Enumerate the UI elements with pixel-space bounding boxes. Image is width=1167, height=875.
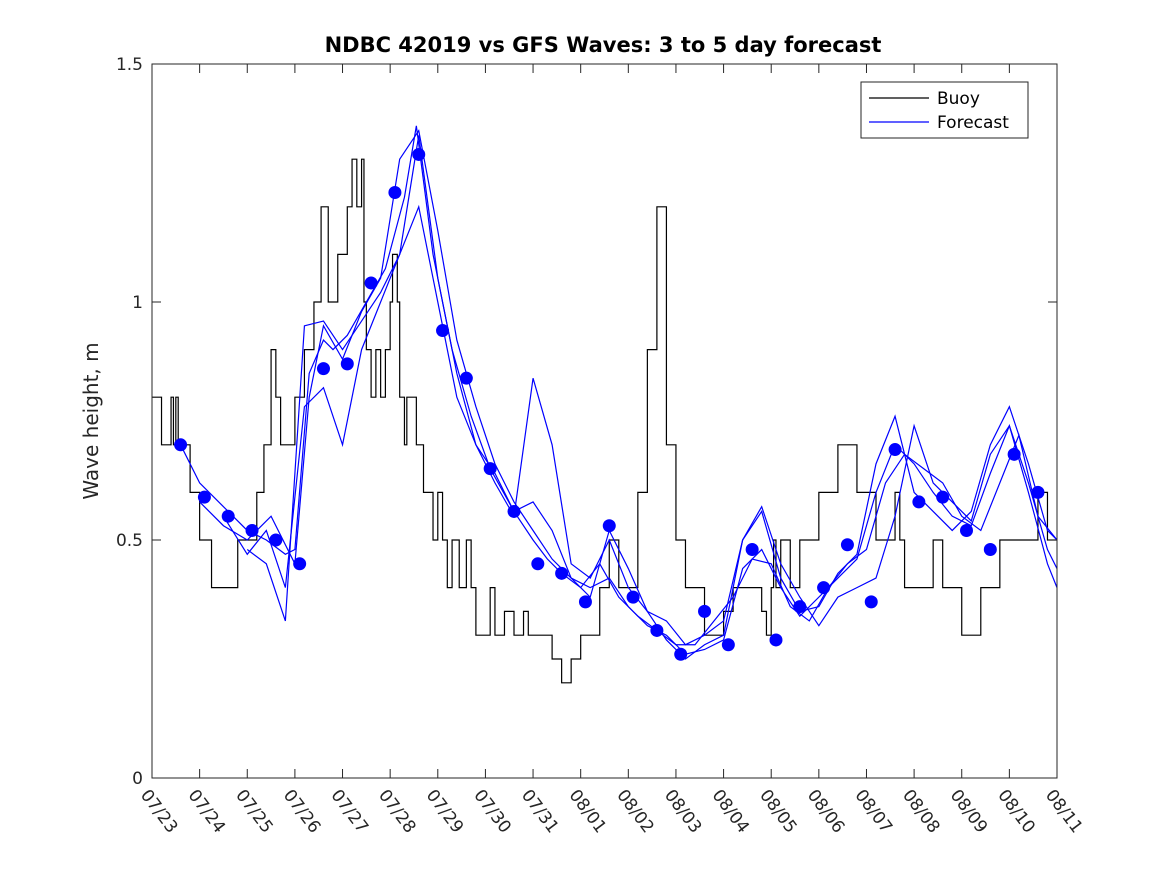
forecast-point bbox=[507, 504, 521, 518]
legend-box bbox=[860, 81, 1029, 139]
forecast-point bbox=[555, 566, 569, 580]
forecast-point bbox=[650, 623, 664, 637]
legend-label-buoy: Buoy bbox=[937, 89, 980, 109]
forecast-point bbox=[483, 462, 497, 476]
forecast-point bbox=[197, 490, 211, 504]
forecast-point bbox=[388, 186, 402, 200]
forecast-point bbox=[221, 509, 235, 523]
plot-clipped-group bbox=[152, 125, 1057, 684]
forecast-point bbox=[983, 543, 997, 557]
forecast-point bbox=[793, 600, 807, 614]
forecast-point bbox=[293, 557, 307, 571]
forecast-point bbox=[960, 523, 973, 537]
forecast-point bbox=[936, 490, 950, 504]
forecast-point bbox=[626, 590, 640, 604]
forecast-point bbox=[698, 604, 712, 618]
legend-label-forecast: Forecast bbox=[937, 113, 1009, 133]
forecast-point bbox=[912, 495, 926, 509]
forecast-point bbox=[578, 595, 592, 609]
y-tick-label: 1 bbox=[132, 293, 143, 313]
forecast-point bbox=[245, 523, 259, 537]
forecast-point bbox=[769, 633, 783, 647]
forecast-point bbox=[436, 324, 450, 338]
forecast-point bbox=[412, 147, 426, 161]
forecast-point bbox=[602, 519, 616, 533]
forecast-point bbox=[674, 647, 688, 661]
chart-title: NDBC 42019 vs GFS Waves: 3 to 5 day fore… bbox=[325, 33, 882, 57]
forecast-point bbox=[340, 357, 354, 371]
forecast-point bbox=[864, 595, 878, 609]
y-tick-label: 0 bbox=[132, 769, 143, 789]
forecast-point bbox=[745, 543, 759, 557]
forecast-point bbox=[1007, 447, 1021, 461]
forecast-point bbox=[721, 638, 735, 652]
forecast-point bbox=[459, 371, 473, 385]
forecast-point bbox=[888, 443, 902, 457]
legend: Buoy Forecast bbox=[860, 81, 1029, 139]
forecast-point bbox=[840, 538, 854, 552]
plot-area bbox=[152, 125, 1057, 684]
forecast-point bbox=[316, 362, 330, 376]
forecast-point bbox=[817, 581, 831, 595]
buoy-series-line bbox=[152, 158, 1057, 684]
y-axis-label: Wave height, m bbox=[79, 342, 103, 499]
forecast-point bbox=[364, 276, 378, 290]
forecast-point bbox=[1031, 485, 1045, 499]
y-tick-label: 1.5 bbox=[116, 55, 143, 75]
axes-box bbox=[151, 63, 1058, 779]
forecast-point bbox=[531, 557, 545, 571]
forecast-point bbox=[174, 438, 188, 452]
forecast-point bbox=[269, 533, 283, 547]
y-tick-label: 0.5 bbox=[116, 531, 143, 551]
